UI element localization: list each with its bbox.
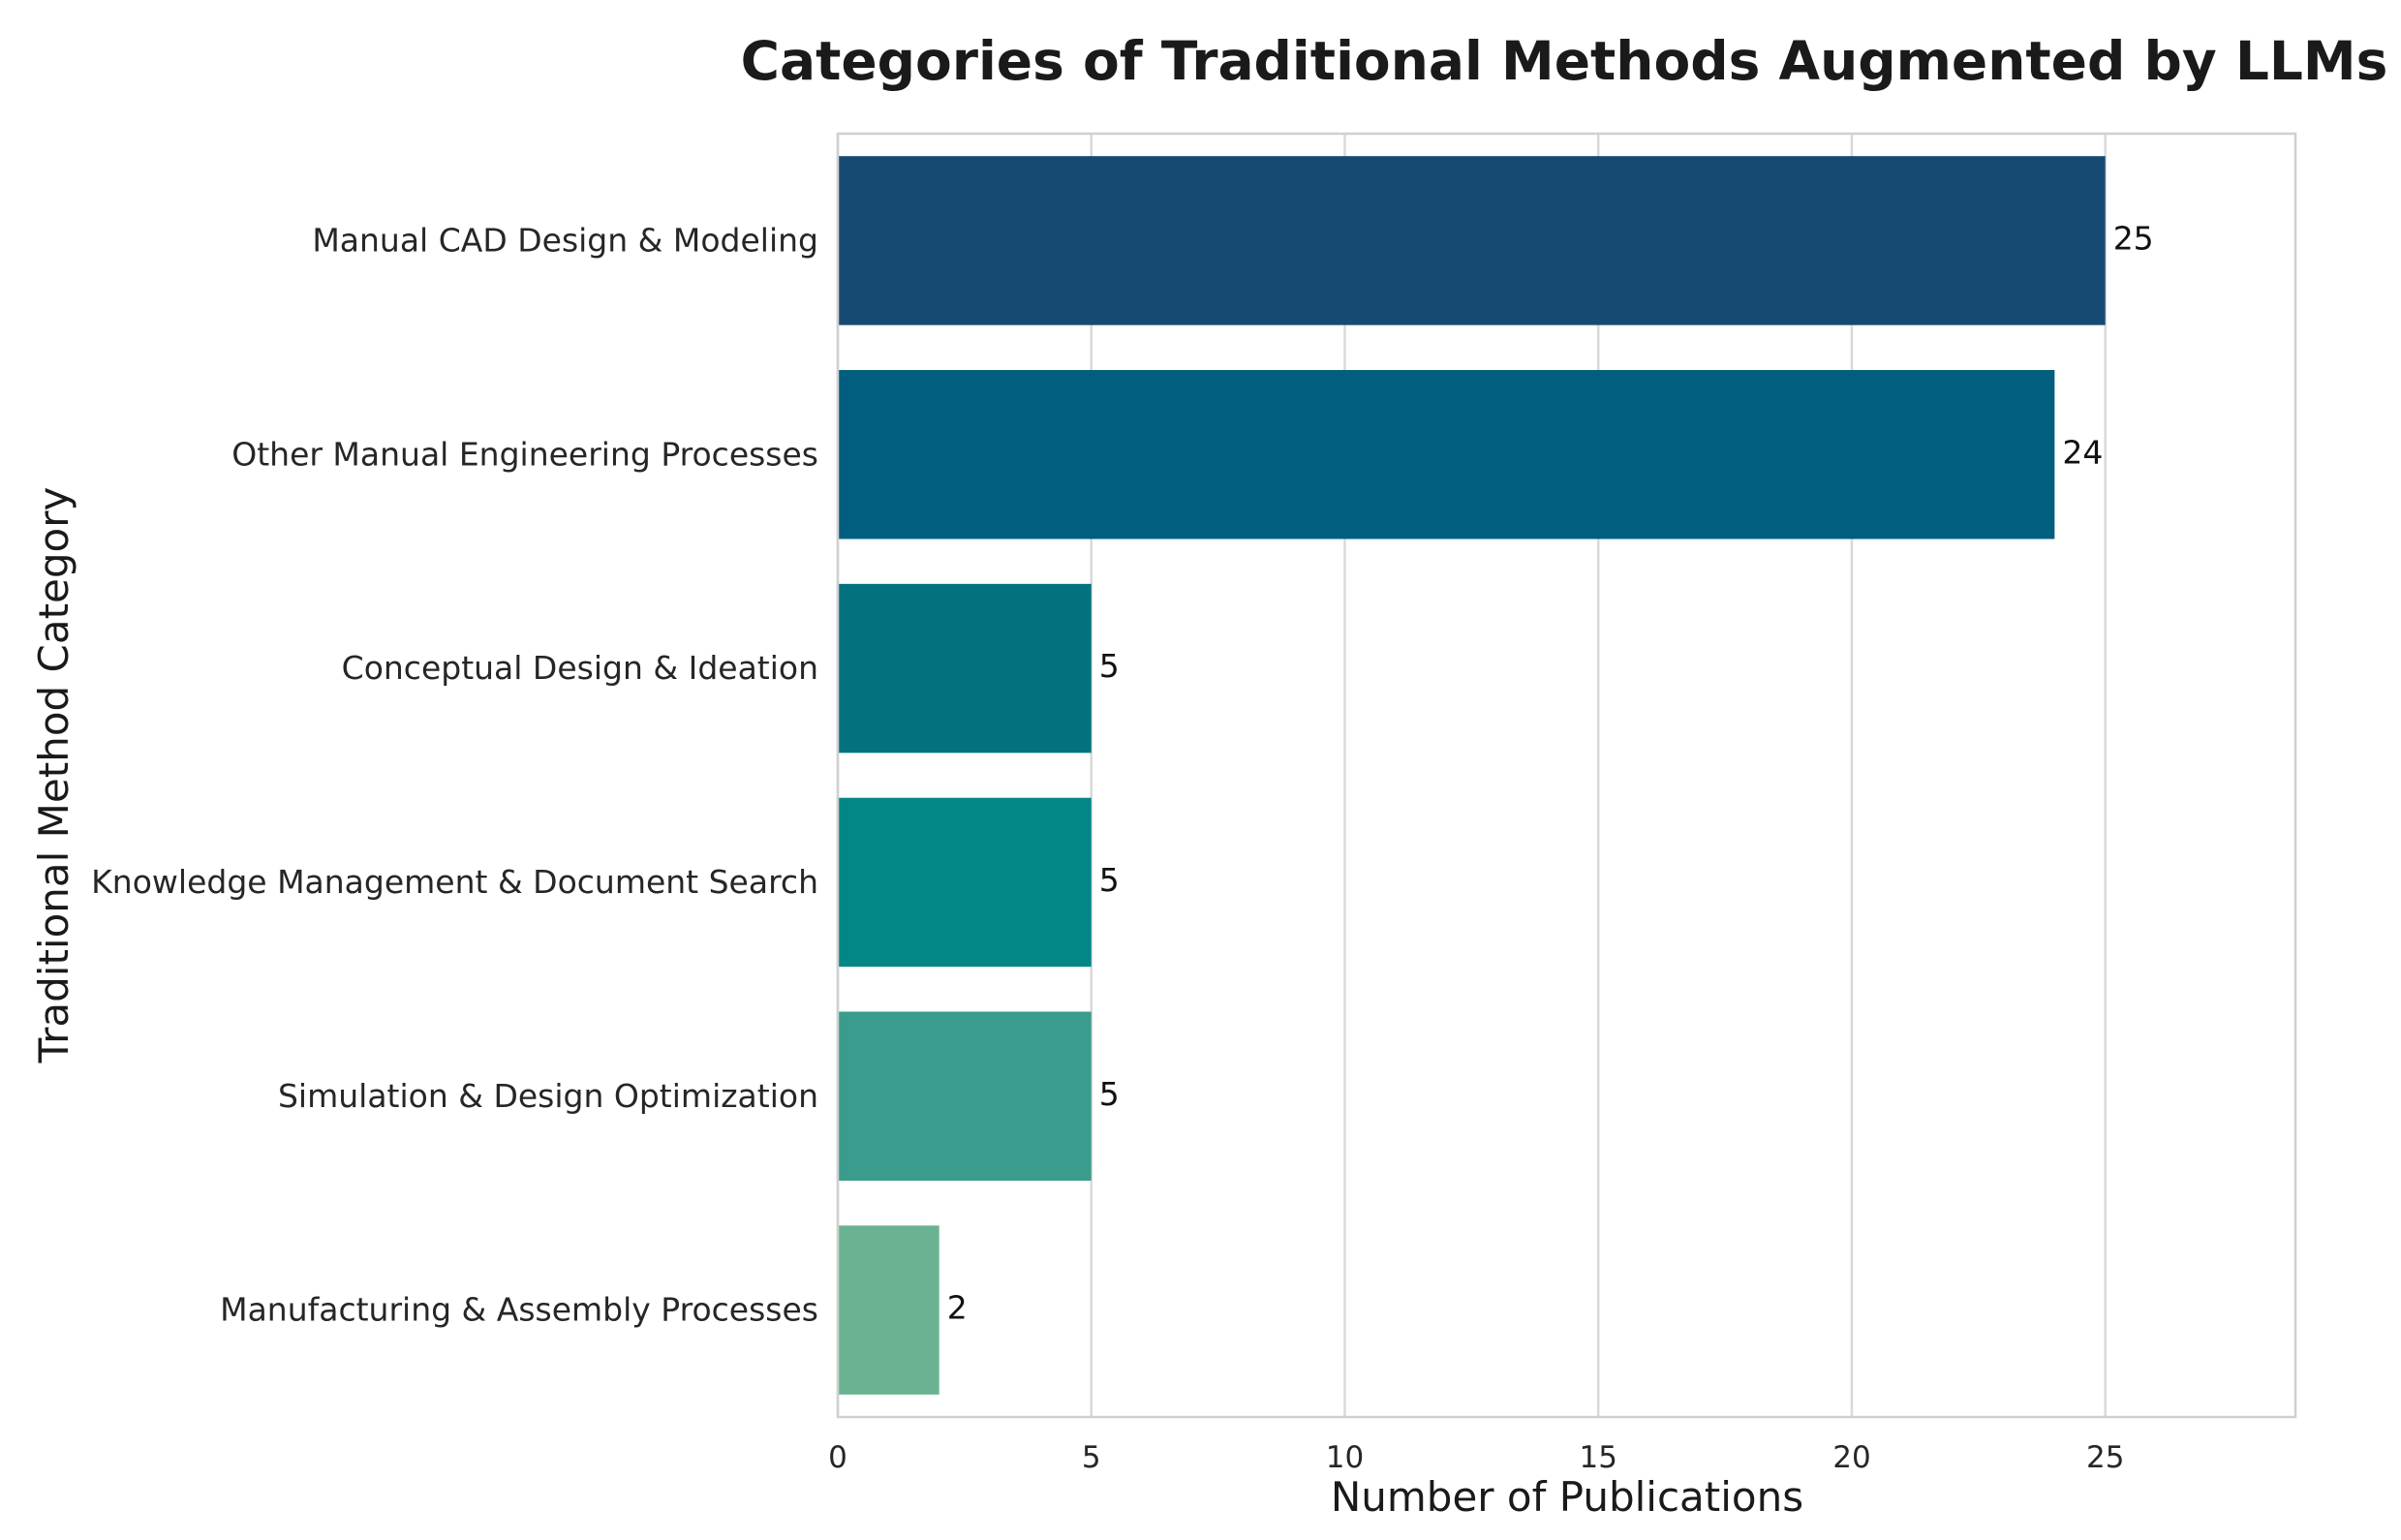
category-label: Manual CAD Design & Modeling [312,221,818,259]
bars [838,156,2106,1395]
category-label: Simulation & Design Optimization [278,1077,818,1115]
bar [838,1011,1092,1181]
data-label: 24 [2062,433,2103,471]
x-tick-label: 15 [1579,1440,1616,1475]
data-label: 5 [1099,647,1120,685]
data-label: 5 [1099,861,1120,899]
chart-title: Categories of Traditional Methods Augmen… [741,30,2388,92]
bar [838,583,1092,754]
data-label: 25 [2113,219,2154,257]
category-label: Knowledge Management & Document Search [91,863,818,901]
x-tick-label: 10 [1326,1440,1364,1475]
y-axis-label: Traditional Method Category [30,487,77,1064]
x-tick-label: 25 [2086,1440,2124,1475]
x-tick-label: 5 [1082,1440,1101,1475]
category-label: Other Manual Engineering Processes [231,435,818,473]
category-label: Manufacturing & Assembly Processes [220,1291,818,1329]
grid-lines [836,134,2107,1417]
category-label: Conceptual Design & Ideation [342,649,818,687]
category-labels: Manual CAD Design & Modeling Other Manual… [91,221,818,1328]
x-tick-label: 20 [1832,1440,1870,1475]
bar [838,797,1092,968]
bar [838,156,2106,325]
data-label: 5 [1099,1075,1120,1113]
data-label: 2 [947,1289,968,1327]
data-labels: 25 24 5 5 5 2 [947,219,2154,1326]
bar [838,1225,939,1395]
x-tick-label: 0 [828,1440,847,1475]
x-axis-label: Number of Publications [1331,1473,1803,1521]
x-tick-labels: 0 5 10 15 20 25 [828,1440,2124,1475]
plot-frame [836,132,2297,1419]
bar [838,370,2055,539]
